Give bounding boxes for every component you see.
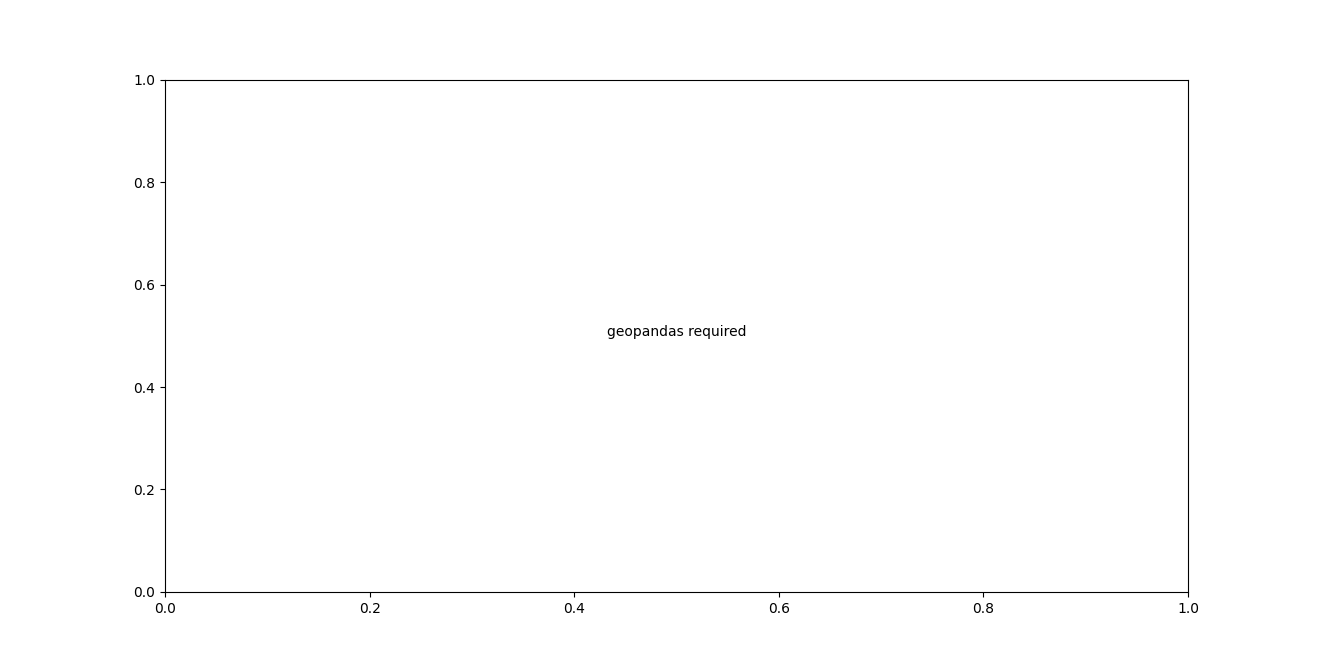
Text: geopandas required: geopandas required: [607, 325, 746, 339]
